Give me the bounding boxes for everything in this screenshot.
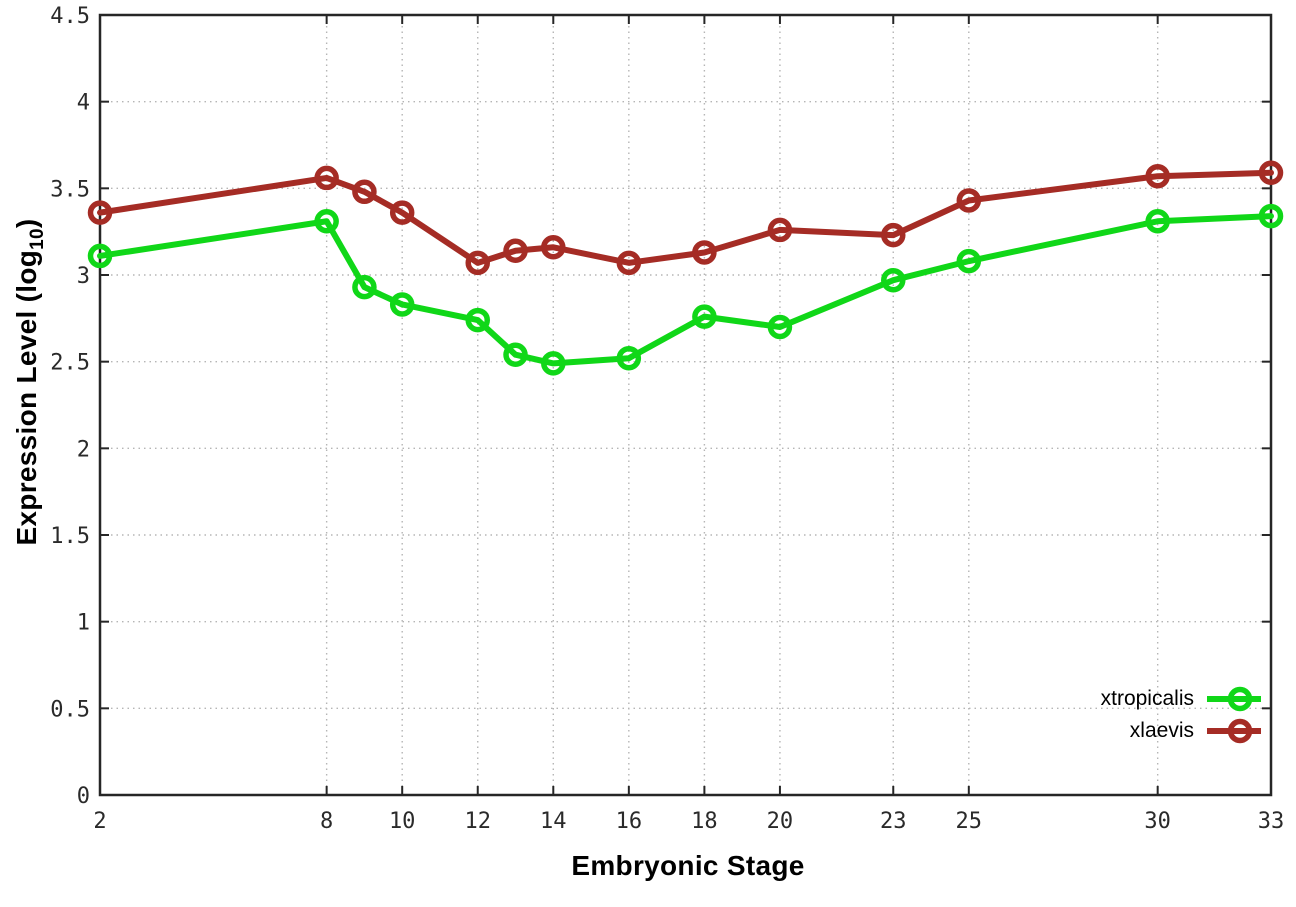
data-point-xlaevis xyxy=(1258,160,1284,185)
legend-marker-xtropicalis xyxy=(1207,686,1261,712)
data-point-xtropicalis xyxy=(87,243,113,269)
x-tick-label: 10 xyxy=(389,809,416,834)
data-point-xlaevis xyxy=(1145,163,1170,189)
series-line-xlaevis xyxy=(97,169,1274,266)
series-line-xtropicalis xyxy=(97,213,1274,367)
x-axis-title: Embryonic Stage xyxy=(571,850,805,881)
y-tick-label: 2.5 xyxy=(50,351,90,376)
data-point-xtropicalis xyxy=(616,345,642,371)
data-point-xtropicalis xyxy=(692,304,717,329)
x-tick-label: 14 xyxy=(540,809,567,834)
data-point-xlaevis xyxy=(352,179,377,205)
legend-entry-xtropicalis: xtropicalis xyxy=(1101,683,1264,715)
y-tick-label: 0.5 xyxy=(50,697,90,722)
y-tick-label: 2 xyxy=(77,437,90,462)
y-tick-label: 3 xyxy=(77,264,90,289)
gridlines xyxy=(100,15,1271,795)
x-tick-label: 20 xyxy=(767,809,794,834)
data-point-xtropicalis xyxy=(503,342,528,367)
series-xlaevis xyxy=(87,160,1284,276)
data-point-xlaevis xyxy=(503,238,528,263)
x-tick-label: 16 xyxy=(616,809,643,834)
x-tick-label: 33 xyxy=(1258,809,1285,834)
y-axis-title-suffix: ) xyxy=(11,218,43,229)
data-point-xlaevis xyxy=(616,250,642,276)
data-point-xtropicalis xyxy=(1145,209,1170,234)
data-point-xtropicalis xyxy=(767,314,793,340)
y-axis-title: Expression Level (log10) xyxy=(11,218,49,545)
data-point-xlaevis xyxy=(389,200,415,225)
y-tick-labels: 0 0.5 1 1.5 2 2.5 3 3.5 4 4.5 xyxy=(50,4,90,809)
y-axis-title-subscript: 10 xyxy=(26,228,48,250)
y-tick-label: 1.5 xyxy=(50,524,90,549)
tick-marks xyxy=(99,14,1272,796)
data-point-xtropicalis xyxy=(465,307,490,333)
legend: xtropicalis xlaevis xyxy=(1101,683,1264,747)
legend-sample-marker xyxy=(1227,686,1253,712)
data-point-xtropicalis xyxy=(389,292,415,317)
x-tick-label: 18 xyxy=(691,809,718,834)
y-tick-label: 4 xyxy=(77,91,90,116)
y-tick-label: 3.5 xyxy=(50,177,90,202)
x-tick-label: 30 xyxy=(1144,809,1171,834)
x-tick-label: 12 xyxy=(464,809,491,834)
data-point-xtropicalis xyxy=(956,248,982,274)
data-point-xtropicalis xyxy=(314,209,339,234)
data-point-xlaevis xyxy=(87,200,113,225)
plot-border xyxy=(98,13,1273,797)
data-point-xlaevis xyxy=(465,250,490,276)
legend-label-xtropicalis: xtropicalis xyxy=(1100,687,1194,710)
legend-entry-xlaevis: xlaevis xyxy=(1101,715,1264,747)
data-point-xlaevis xyxy=(692,240,717,265)
data-point-xtropicalis xyxy=(1258,203,1284,229)
x-tick-labels: 2 8 10 12 14 16 18 20 23 25 30 33 xyxy=(93,809,1284,834)
y-tick-label: 1 xyxy=(77,611,90,636)
y-axis-title-main: Expression Level (log xyxy=(11,249,43,546)
data-point-xtropicalis xyxy=(352,274,377,300)
legend-marker-xlaevis xyxy=(1207,718,1261,744)
x-tick-label: 25 xyxy=(956,809,983,834)
x-tick-label: 23 xyxy=(880,809,907,834)
legend-sample-marker xyxy=(1227,718,1253,744)
data-point-xtropicalis xyxy=(541,351,566,376)
data-point-xlaevis xyxy=(767,217,793,243)
legend-label-xlaevis: xlaevis xyxy=(1129,719,1194,742)
data-point-xlaevis xyxy=(881,222,906,248)
data-point-xlaevis xyxy=(314,165,339,191)
data-point-xtropicalis xyxy=(881,267,906,293)
series-xtropicalis xyxy=(87,203,1284,376)
y-tick-label: 0 xyxy=(77,784,90,809)
x-tick-label: 2 xyxy=(93,809,106,834)
y-tick-label: 4.5 xyxy=(50,4,90,29)
data-point-xlaevis xyxy=(541,235,566,260)
data-point-xlaevis xyxy=(956,188,982,213)
x-tick-label: 8 xyxy=(320,809,333,834)
